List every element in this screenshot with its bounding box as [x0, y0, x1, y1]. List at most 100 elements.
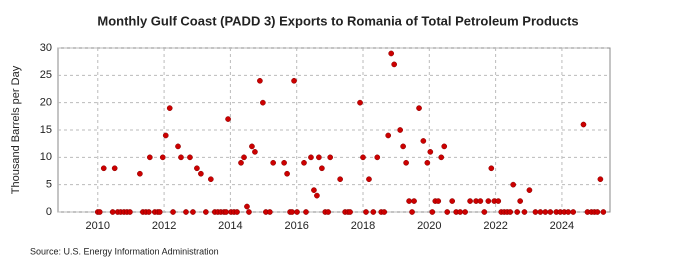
data-point — [109, 209, 116, 215]
data-point — [537, 209, 544, 215]
data-point — [327, 154, 334, 161]
data-point — [457, 209, 463, 215]
data-point — [532, 209, 539, 215]
data-point — [156, 209, 163, 215]
data-point — [411, 198, 417, 204]
data-point — [427, 149, 434, 155]
data-point — [246, 209, 252, 215]
data-point — [301, 159, 307, 166]
data-point — [526, 187, 533, 193]
data-point — [207, 176, 214, 183]
x-tick-label: 2020 — [417, 220, 441, 232]
data-point — [162, 132, 169, 139]
data-point — [266, 209, 273, 215]
data-point — [175, 143, 181, 150]
data-point — [257, 77, 263, 84]
data-point — [444, 209, 451, 215]
data-point — [360, 154, 366, 161]
x-tick-label: 2016 — [284, 220, 308, 232]
x-tick-label: 2014 — [218, 220, 242, 232]
data-point — [281, 159, 287, 166]
data-point — [594, 209, 601, 215]
data-point — [166, 105, 173, 111]
data-point — [416, 105, 422, 111]
data-point — [403, 159, 409, 166]
data-point — [96, 209, 103, 215]
data-point — [284, 170, 290, 177]
y-tick-label: 5 — [46, 179, 52, 191]
data-point — [146, 154, 153, 161]
data-point — [363, 209, 369, 215]
data-point — [314, 192, 320, 199]
data-point — [190, 209, 196, 215]
x-tick-label: 2022 — [483, 220, 507, 232]
x-tick-label: 2018 — [351, 220, 375, 232]
data-point — [542, 209, 549, 215]
data-point — [420, 138, 427, 144]
data-point — [145, 209, 152, 215]
data-point — [435, 198, 442, 204]
y-tick-label: 20 — [40, 97, 52, 109]
data-point — [409, 209, 415, 215]
data-point — [270, 159, 277, 166]
y-tick-label: 15 — [40, 124, 52, 136]
data-point — [521, 209, 528, 215]
data-point — [565, 209, 572, 215]
data-point — [178, 154, 184, 161]
y-tick-label: 25 — [40, 69, 52, 81]
data-point — [244, 203, 250, 210]
data-point — [467, 198, 473, 204]
data-point — [170, 209, 176, 215]
data-point — [337, 176, 343, 183]
data-point — [183, 209, 189, 215]
data-point — [159, 154, 166, 161]
data-point — [507, 209, 514, 215]
data-point — [374, 154, 381, 161]
data-point — [570, 209, 577, 215]
data-point — [366, 176, 372, 183]
data-point — [303, 209, 309, 215]
source-note: Source: U.S. Energy Information Administ… — [30, 246, 219, 256]
data-point — [438, 154, 445, 161]
data-point — [357, 99, 363, 106]
x-tick-label: 2024 — [550, 220, 574, 232]
data-point — [462, 209, 468, 215]
y-tick-label: 30 — [40, 42, 52, 54]
data-point — [308, 154, 314, 161]
data-point — [225, 116, 231, 122]
data-point — [111, 165, 118, 172]
chart-title: Monthly Gulf Coast (PADD 3) Exports to R… — [97, 13, 578, 28]
data-point — [391, 61, 398, 68]
data-point — [388, 50, 395, 57]
data-point — [397, 127, 403, 133]
data-point — [316, 154, 322, 161]
data-point — [580, 121, 587, 128]
data-point — [441, 143, 448, 150]
data-point — [137, 170, 143, 177]
data-point — [424, 159, 431, 166]
data-point — [477, 198, 484, 204]
data-point — [429, 209, 436, 215]
y-tick-label: 10 — [40, 151, 52, 163]
data-point — [294, 209, 300, 215]
data-point — [311, 187, 317, 193]
data-point — [260, 99, 266, 106]
y-axis-label: Thousand Barrels per Day — [10, 65, 22, 194]
x-tick-label: 2012 — [152, 220, 176, 232]
data-point — [203, 209, 209, 215]
data-point — [234, 209, 240, 215]
data-point — [481, 209, 488, 215]
data-point — [488, 165, 495, 172]
data-point — [400, 143, 406, 150]
data-point — [100, 165, 107, 172]
data-point — [291, 77, 297, 84]
data-point — [597, 176, 604, 183]
data-point — [319, 165, 325, 172]
data-point — [347, 209, 353, 215]
data-point — [514, 209, 521, 215]
data-point — [370, 209, 377, 215]
y-tick-label: 0 — [46, 206, 52, 218]
data-point — [449, 198, 456, 204]
data-point — [517, 198, 524, 204]
